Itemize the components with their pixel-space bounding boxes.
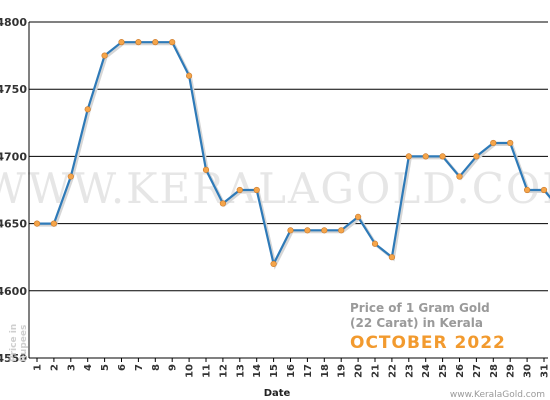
y-axis-label: Price in Rupees [9, 324, 29, 362]
y-tick-label: 4700 [0, 150, 27, 163]
data-point [84, 106, 91, 113]
data-point [101, 52, 108, 59]
data-point [186, 72, 193, 79]
x-tick-label: 16 [286, 364, 297, 378]
grid-lines [29, 21, 548, 292]
data-point [253, 186, 260, 194]
data-point [439, 153, 446, 160]
chart-credit: www.KeralaGold.com [450, 390, 545, 400]
data-point [67, 173, 74, 180]
x-tick-label: 14 [252, 364, 263, 378]
x-tick-label: 28 [489, 364, 500, 378]
data-point [523, 186, 531, 194]
chart-title: Price of 1 Gram Gold [350, 301, 490, 315]
watermark-text: WWW.KERALAGOLD.COM [0, 164, 550, 213]
data-point [422, 153, 429, 160]
x-tick-label: 23 [404, 364, 415, 378]
data-point [287, 227, 294, 234]
x-tick-label: 10 [185, 364, 196, 378]
x-tick-label: 12 [218, 364, 229, 378]
data-point [371, 240, 379, 247]
x-tick-label: 2 [49, 364, 60, 371]
x-tick-label: 8 [151, 364, 162, 371]
x-tick-label: 20 [354, 364, 365, 378]
data-point [304, 227, 311, 234]
data-point [405, 153, 412, 160]
x-tick-label: 30 [523, 364, 534, 378]
chart-watermark: WWW.KERALAGOLD.COM [0, 164, 550, 213]
x-tick-label: 13 [235, 364, 246, 378]
data-point [33, 220, 41, 227]
x-tick-label: 3 [66, 364, 77, 371]
x-tick-label: 27 [472, 364, 483, 378]
x-tick-label: 18 [320, 364, 331, 378]
data-point [388, 254, 396, 261]
x-tick-label: 24 [421, 364, 432, 378]
chart-period: OCTOBER 2022 [350, 333, 506, 353]
data-point [456, 173, 463, 180]
y-tick-label: 4800 [0, 16, 27, 29]
x-tick-label: 6 [117, 364, 128, 371]
x-tick-label: 31 [540, 364, 550, 378]
data-point [135, 39, 142, 46]
series-line-shadow [38, 42, 550, 270]
x-tick-label: 7 [134, 364, 145, 371]
data-point [338, 227, 345, 234]
data-point [355, 213, 362, 220]
data-point [490, 139, 497, 147]
x-tick-label: 21 [371, 364, 382, 378]
x-tick-label: 29 [506, 364, 517, 378]
x-tick-label: 9 [168, 364, 179, 371]
x-tick-label: 15 [269, 364, 280, 378]
data-point [118, 39, 125, 46]
x-tick-label: 5 [100, 364, 111, 371]
data-point [473, 153, 480, 160]
y-tick-label: 4650 [0, 218, 27, 231]
price-series [33, 39, 550, 270]
x-tick-labels: 1 2 3 4 5 6 7 8 9 10 11 12 13 14 15 16 17 18 19 20 21 22 23 24 2… [33, 364, 550, 378]
x-tick-label: 26 [455, 364, 466, 378]
y-axis-label-line1: Price in [9, 324, 19, 362]
x-tick-label: 19 [337, 364, 348, 378]
chart-subtitle: (22 Carat) in Kerala [350, 316, 483, 330]
y-tick-label: 4750 [0, 83, 27, 96]
data-point [540, 186, 548, 194]
data-point [50, 220, 58, 227]
y-axis-label-line2: Rupees [19, 325, 29, 362]
data-point [219, 200, 226, 207]
x-tick-label: 11 [202, 364, 213, 378]
data-point [202, 166, 210, 173]
x-tick-label: 22 [387, 364, 398, 378]
y-tick-labels: 4550 4600 4650 4700 4750 4800 [0, 16, 27, 365]
x-tick-label: 4 [83, 364, 94, 371]
y-tick-label: 4550 [0, 352, 27, 365]
data-point [152, 39, 159, 46]
x-tick-label: 1 [33, 364, 44, 371]
x-tick-label: 17 [303, 364, 314, 378]
data-point [270, 260, 277, 268]
axes [28, 22, 548, 362]
data-point [507, 139, 514, 147]
x-axis-label: Date [264, 388, 291, 399]
x-tick-label: 25 [438, 364, 449, 378]
data-point [236, 186, 243, 194]
y-tick-label: 4600 [0, 285, 27, 298]
data-point [321, 227, 328, 234]
data-point [169, 39, 176, 46]
